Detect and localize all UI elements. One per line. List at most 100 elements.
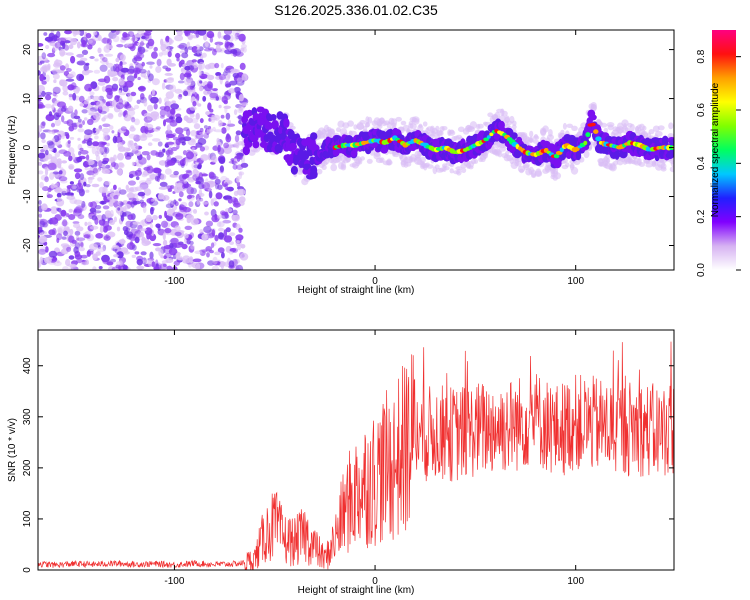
noise-speck <box>76 226 84 232</box>
noise-speck <box>143 75 149 80</box>
noise-speck <box>83 234 90 239</box>
noise-speck <box>128 197 137 201</box>
ridge-halo <box>340 164 347 171</box>
noise-speck <box>115 264 121 269</box>
noise-speck <box>66 68 72 72</box>
noise-speck <box>173 243 183 248</box>
ridge-halo <box>330 163 338 172</box>
colorbar <box>712 30 736 270</box>
noise-speck <box>63 44 70 51</box>
ridge-halo <box>501 110 508 117</box>
noise-speck <box>92 167 98 174</box>
noise-speck <box>100 55 105 61</box>
noise-speck <box>104 225 112 231</box>
noise-speck <box>240 44 247 49</box>
noise-speck <box>38 101 44 109</box>
noise-speck <box>39 245 46 252</box>
noise-speck <box>78 151 82 156</box>
noise-speck <box>95 233 104 239</box>
ridge-halo <box>473 159 479 164</box>
noise-speck <box>164 210 168 219</box>
noise-speck <box>150 198 155 202</box>
noise-speck <box>144 32 150 40</box>
noise-speck <box>39 256 44 264</box>
noise-speck <box>123 103 132 110</box>
noise-speck <box>41 139 46 144</box>
noise-speck <box>218 227 225 232</box>
noise-speck <box>125 184 129 191</box>
noise-speck <box>38 70 41 76</box>
noise-speck <box>71 153 76 161</box>
noise-speck <box>163 246 173 254</box>
noise-speck <box>92 127 97 134</box>
noise-speck <box>68 255 75 260</box>
noise-speck <box>204 211 209 216</box>
noise-speck <box>130 91 137 97</box>
noise-speck <box>175 213 184 220</box>
noise-speck <box>50 156 58 164</box>
noise-speck <box>217 120 223 127</box>
noise-speck <box>228 160 238 164</box>
noise-speck <box>106 142 110 147</box>
noise-speck <box>56 158 62 164</box>
noise-speck <box>75 205 84 213</box>
noise-speck <box>98 266 103 270</box>
noise-speck <box>83 100 90 105</box>
ridge-halo <box>522 162 530 168</box>
noise-speck <box>39 73 45 82</box>
spectrogram-y-ticks: -20 -10 0 10 20 <box>22 44 674 253</box>
noise-speck <box>195 132 204 140</box>
noise-speck <box>225 227 231 233</box>
noise-speck <box>127 107 136 111</box>
noise-speck <box>131 254 136 258</box>
noise-speck <box>54 151 60 158</box>
noise-speck <box>141 151 150 156</box>
noise-speck <box>115 102 124 110</box>
ridge-halo <box>660 166 667 172</box>
noise-speck <box>198 69 202 76</box>
ridge-core <box>585 132 591 138</box>
noise-speck <box>78 124 83 129</box>
noise-speck <box>96 146 105 155</box>
noise-speck <box>158 149 163 156</box>
noise-speck <box>158 214 162 219</box>
noise-speck <box>76 237 86 241</box>
noise-speck <box>77 214 85 220</box>
noise-speck <box>133 73 138 79</box>
noise-speck <box>206 74 215 81</box>
noise-speck <box>155 126 161 130</box>
ridge-halo <box>429 133 436 139</box>
noise-speck <box>178 191 184 198</box>
noise-speck <box>138 85 146 92</box>
noise-speck <box>160 173 167 181</box>
noise-speck <box>65 192 74 196</box>
noise-speck <box>233 86 241 94</box>
noise-speck <box>91 146 97 155</box>
noise-speck <box>47 162 57 171</box>
ridge-halo <box>444 166 450 171</box>
noise-speck <box>63 105 67 110</box>
noise-speck <box>203 226 212 233</box>
noise-speck <box>128 133 137 139</box>
noise-speck <box>125 43 133 47</box>
noise-speck <box>192 168 199 175</box>
ridge-band <box>283 118 290 128</box>
ridge-halo <box>395 116 403 122</box>
noise-speck <box>175 52 181 59</box>
noise-speck <box>126 75 135 83</box>
noise-speck <box>135 159 140 167</box>
noise-speck <box>198 61 206 70</box>
noise-speck <box>108 156 114 164</box>
noise-speck <box>110 30 117 33</box>
snr-x-tick-label: 0 <box>372 576 378 587</box>
noise-speck <box>42 144 50 151</box>
noise-speck <box>236 154 241 162</box>
noise-speck <box>41 203 48 211</box>
ridge-halo <box>347 120 354 127</box>
noise-speck <box>101 214 106 222</box>
spectrogram-plot <box>38 30 674 270</box>
noise-speck <box>157 193 165 200</box>
noise-speck <box>159 181 168 188</box>
noise-speck <box>186 214 194 221</box>
noise-speck <box>95 154 100 162</box>
